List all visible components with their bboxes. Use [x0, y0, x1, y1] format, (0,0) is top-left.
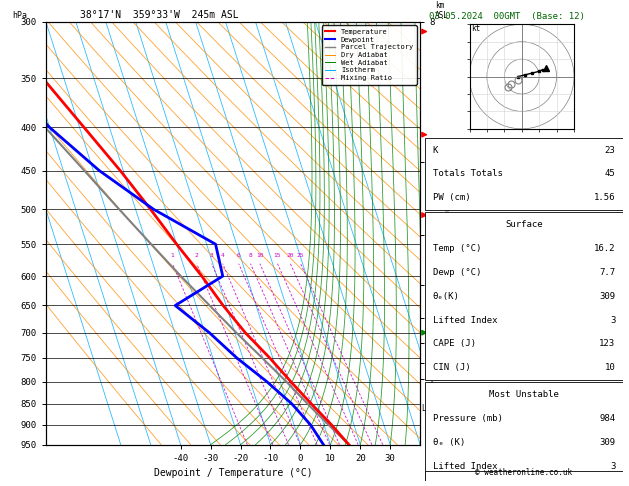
Text: 03.05.2024  00GMT  (Base: 12): 03.05.2024 00GMT (Base: 12): [429, 12, 585, 21]
Text: PW (cm): PW (cm): [433, 193, 470, 202]
Text: LCL: LCL: [421, 404, 435, 413]
Text: Lifted Index: Lifted Index: [433, 462, 497, 471]
Text: 1: 1: [170, 253, 174, 258]
Text: 20: 20: [287, 253, 294, 258]
Text: θₑ (K): θₑ (K): [433, 438, 465, 447]
Text: Most Unstable: Most Unstable: [489, 390, 559, 399]
Y-axis label: Mixing Ratio (g/kg): Mixing Ratio (g/kg): [442, 186, 451, 281]
Text: Totals Totals: Totals Totals: [433, 170, 503, 178]
Text: 309: 309: [599, 438, 615, 447]
Text: hPa: hPa: [12, 11, 27, 20]
Text: 2: 2: [195, 253, 199, 258]
Bar: [425, 138, 623, 209]
Text: km
ASL: km ASL: [435, 1, 449, 20]
Text: 123: 123: [599, 340, 615, 348]
Text: CIN (J): CIN (J): [433, 363, 470, 372]
Text: © weatheronline.co.uk: © weatheronline.co.uk: [476, 468, 572, 477]
Bar: [425, 470, 623, 486]
Text: K: K: [433, 146, 438, 155]
Text: 45: 45: [604, 170, 615, 178]
Text: 7.7: 7.7: [599, 268, 615, 277]
Text: 10: 10: [256, 253, 264, 258]
Text: 6: 6: [237, 253, 240, 258]
Text: 984: 984: [599, 415, 615, 423]
Legend: Temperature, Dewpoint, Parcel Trajectory, Dry Adiabat, Wet Adiabat, Isotherm, Mi: Temperature, Dewpoint, Parcel Trajectory…: [321, 25, 416, 85]
Text: Lifted Index: Lifted Index: [433, 316, 497, 325]
Text: 15: 15: [274, 253, 281, 258]
Text: 3: 3: [610, 316, 615, 325]
Text: 16.2: 16.2: [594, 244, 615, 253]
Text: 8: 8: [248, 253, 252, 258]
Text: Pressure (mb): Pressure (mb): [433, 415, 503, 423]
Text: 10: 10: [604, 363, 615, 372]
Text: Surface: Surface: [505, 220, 543, 229]
Text: 1.56: 1.56: [594, 193, 615, 202]
Text: 309: 309: [599, 292, 615, 301]
Bar: [425, 212, 623, 380]
Text: kt: kt: [472, 23, 481, 33]
Text: 23: 23: [604, 146, 615, 155]
Text: 38°17'N  359°33'W  245m ASL: 38°17'N 359°33'W 245m ASL: [80, 10, 238, 20]
Bar: [425, 382, 623, 486]
Text: 25: 25: [297, 253, 304, 258]
Text: 3: 3: [610, 462, 615, 471]
Text: Temp (°C): Temp (°C): [433, 244, 481, 253]
Text: 4: 4: [221, 253, 225, 258]
X-axis label: Dewpoint / Temperature (°C): Dewpoint / Temperature (°C): [153, 469, 313, 478]
Text: 3: 3: [210, 253, 214, 258]
Text: CAPE (J): CAPE (J): [433, 340, 476, 348]
Text: Dewp (°C): Dewp (°C): [433, 268, 481, 277]
Text: θₑ(K): θₑ(K): [433, 292, 459, 301]
